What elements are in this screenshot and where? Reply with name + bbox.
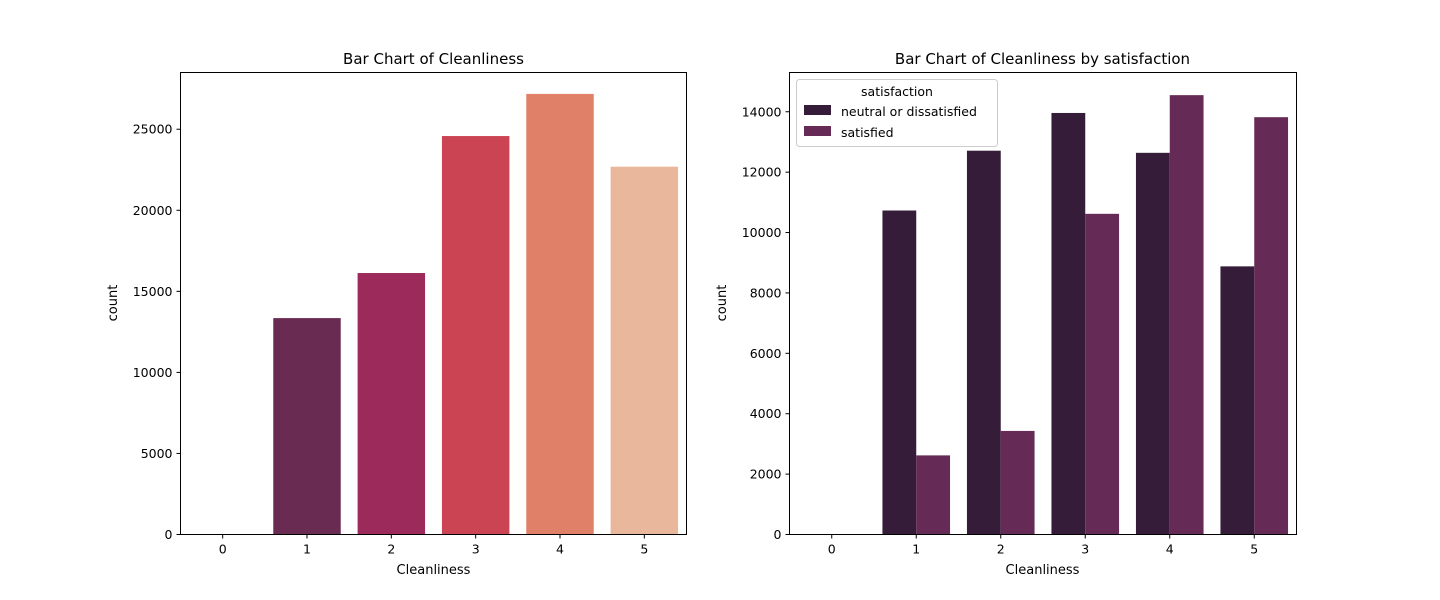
y-ticks: 0 2000 4000 6000 8000 10000 12000 14000 xyxy=(742,104,790,542)
bar xyxy=(966,150,1001,535)
y-tick-label: 8000 xyxy=(750,285,782,300)
y-tick-label: 6000 xyxy=(750,346,782,361)
x-tick-label: 1 xyxy=(303,542,311,557)
x-tick-label: 3 xyxy=(1081,542,1089,557)
bar xyxy=(1051,112,1086,535)
y-tick-label: 10000 xyxy=(133,365,173,380)
legend-label-neutral: neutral or dissatisfied xyxy=(841,104,977,119)
y-tick-label: 0 xyxy=(774,527,782,542)
y-axis-label: count xyxy=(715,285,730,322)
bar xyxy=(273,318,341,535)
chart-title: Bar Chart of Cleanliness by satisfaction xyxy=(895,50,1190,68)
bar xyxy=(916,455,951,535)
x-tick-label: 5 xyxy=(1250,542,1258,557)
y-tick-label: 14000 xyxy=(742,104,782,119)
x-ticks: 0 1 2 3 4 5 xyxy=(828,534,1258,557)
y-tick-label: 0 xyxy=(165,527,173,542)
y-tick-label: 10000 xyxy=(742,225,782,240)
chart-title: Bar Chart of Cleanliness xyxy=(343,50,524,68)
bar xyxy=(1220,266,1255,535)
y-axis-label: count xyxy=(106,285,121,322)
legend-label-satisfied: satisfied xyxy=(841,125,894,140)
cleanliness-by-satisfaction-chart: Bar Chart of Cleanliness by satisfaction… xyxy=(715,50,1297,578)
y-tick-label: 15000 xyxy=(133,284,173,299)
bar xyxy=(1254,117,1289,535)
x-tick-label: 1 xyxy=(912,542,920,557)
bar xyxy=(882,210,917,535)
x-tick-label: 0 xyxy=(219,542,227,557)
x-axis-label: Cleanliness xyxy=(1006,563,1080,578)
plot-frame xyxy=(180,72,687,535)
bars xyxy=(188,93,679,535)
y-ticks: 0 5000 10000 15000 20000 25000 xyxy=(133,122,181,542)
x-tick-label: 3 xyxy=(472,542,480,557)
x-tick-label: 5 xyxy=(640,542,648,557)
y-tick-label: 5000 xyxy=(141,446,173,461)
x-axis-label: Cleanliness xyxy=(397,563,471,578)
bar xyxy=(1000,430,1035,535)
legend-box xyxy=(796,79,998,147)
bar xyxy=(1085,213,1120,535)
y-tick-label: 4000 xyxy=(750,406,782,421)
bar xyxy=(441,136,510,535)
x-tick-label: 0 xyxy=(828,542,836,557)
bar xyxy=(1135,152,1170,535)
cleanliness-bar-chart: Bar Chart of Cleanliness 0 5000 10000 15000… xyxy=(106,50,687,578)
legend-swatch-satisfied xyxy=(804,126,831,136)
y-tick-label: 25000 xyxy=(133,122,173,137)
y-tick-label: 12000 xyxy=(742,165,782,180)
x-ticks: 0 1 2 3 4 5 xyxy=(219,534,648,557)
plot-frame xyxy=(789,72,1297,535)
bar xyxy=(610,166,679,535)
bar xyxy=(526,93,594,535)
x-tick-label: 4 xyxy=(556,542,564,557)
x-tick-label: 2 xyxy=(387,542,395,557)
legend-swatch-neutral xyxy=(804,105,831,115)
x-tick-label: 4 xyxy=(1166,542,1174,557)
bar xyxy=(357,273,426,535)
legend-title: satisfaction xyxy=(861,84,933,99)
y-tick-label: 2000 xyxy=(750,467,782,482)
legend: satisfaction neutral or dissatisfied sat… xyxy=(796,79,998,147)
bar xyxy=(1169,95,1204,535)
x-tick-label: 2 xyxy=(997,542,1005,557)
y-tick-label: 20000 xyxy=(133,203,173,218)
bars xyxy=(797,95,1289,535)
